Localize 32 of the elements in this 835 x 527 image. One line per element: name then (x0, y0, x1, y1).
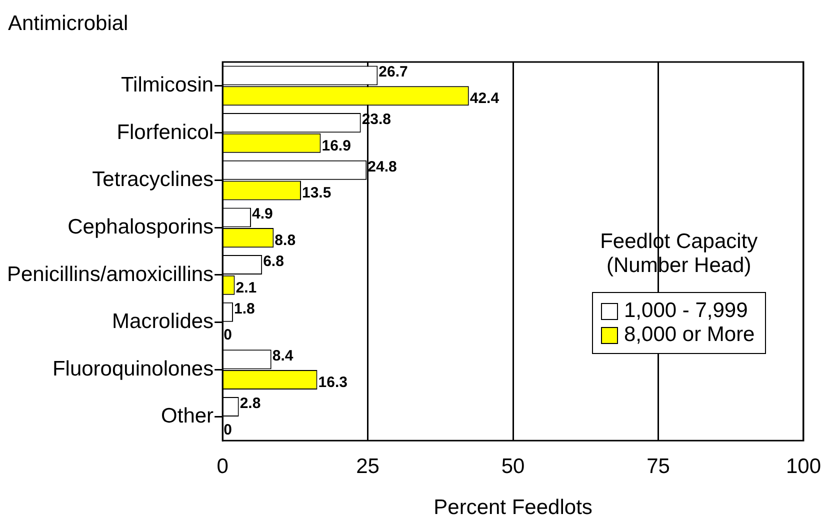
y-tick-label: Other (161, 404, 214, 428)
y-tick-label: Tilmicosin (121, 73, 214, 96)
data-label: 13.5 (302, 184, 332, 202)
text: 1,000 - 7,999 (624, 299, 748, 323)
y-tick-label: Penicillins/amoxicillins (6, 262, 214, 286)
data-label: 2.1 (236, 279, 257, 296)
data-label: 16.3 (318, 374, 348, 391)
data-label: 24.8 (368, 158, 397, 176)
y-tick-label: Macrolides (112, 310, 214, 334)
y-tick-label: Tetracyclines (92, 168, 214, 192)
x-tick-label: 75 (646, 454, 670, 478)
y-tick-label: Cephalosporins (68, 215, 214, 238)
data-label: 6.8 (263, 252, 284, 270)
legend-label: 8,000 or More (624, 323, 755, 347)
x-axis-title: Percent Feedlots (434, 496, 592, 520)
x-tick-label: 0 (216, 454, 228, 478)
data-label: 1.8 (234, 300, 255, 318)
data-label: 16.9 (322, 137, 351, 154)
data-label: 4.9 (252, 206, 273, 223)
data-label: 0 (224, 421, 232, 438)
data-label: 8.8 (274, 232, 296, 249)
data-label: 2.8 (240, 394, 261, 412)
data-label: 0 (224, 326, 232, 344)
data-label: 8.4 (272, 348, 294, 365)
x-tick-label: 25 (356, 454, 380, 478)
y-tick-label: Fluoroquinolones (52, 357, 214, 380)
x-tick-label: 50 (501, 454, 525, 478)
data-label: 26.7 (378, 64, 408, 81)
data-label: 42.4 (470, 90, 500, 107)
y-axis-title: Antimicrobial (8, 12, 128, 36)
y-tick-label: Florfenicol (116, 120, 214, 144)
x-tick-label: 100 (786, 454, 822, 478)
